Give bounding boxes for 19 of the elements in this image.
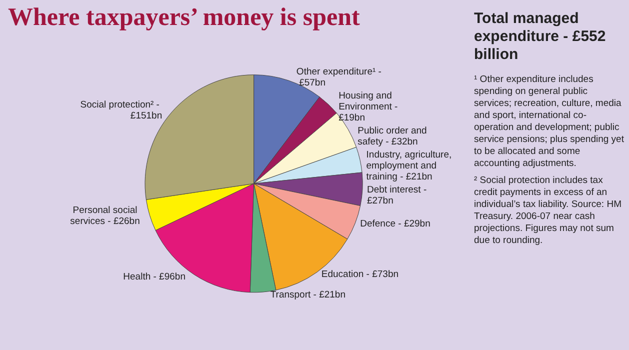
slice-label: Industry, agriculture, employment and training - £21bn [366,150,454,183]
data-label: £151bn [130,110,162,122]
slice-label: Education - £73bn [321,269,399,280]
data-label: £57bn [296,78,326,89]
text: ¹ Other expenditure includes spending on general public services; recreation, culture, media and sport, international co-operation and development; public service pensions; plus spending yet to be allocated and some accounting adjustments. [474,74,624,170]
slice-label: Other expenditure¹ - [296,66,382,78]
data-label: £27bn [366,196,394,207]
data-label: £19bn [338,112,365,124]
slice-label: Defence - £29bn [360,218,430,230]
slice-label: Debt interest - [366,184,430,196]
chart-title: Where taxpayers’ money is spent [8,4,360,32]
slice-label: Social protection² - [80,100,162,111]
text: ² Social protection includes tax credit payments in excess of an individual’s tax liability. Source: HM Treasury. 2006-07 near cash projections. Figures may not sum due to rounding. [474,175,622,247]
slice-label: Personal social services - £26bn [70,205,140,228]
slice-label: Transport - £21bn [270,289,346,300]
text: Total managed expenditure - £552 billion [474,10,607,64]
slice-label: Health - £96bn [123,272,186,283]
slice-label: Public order and safety - £32bn [358,126,430,148]
slice-label: Housing and Environment - [338,90,400,113]
